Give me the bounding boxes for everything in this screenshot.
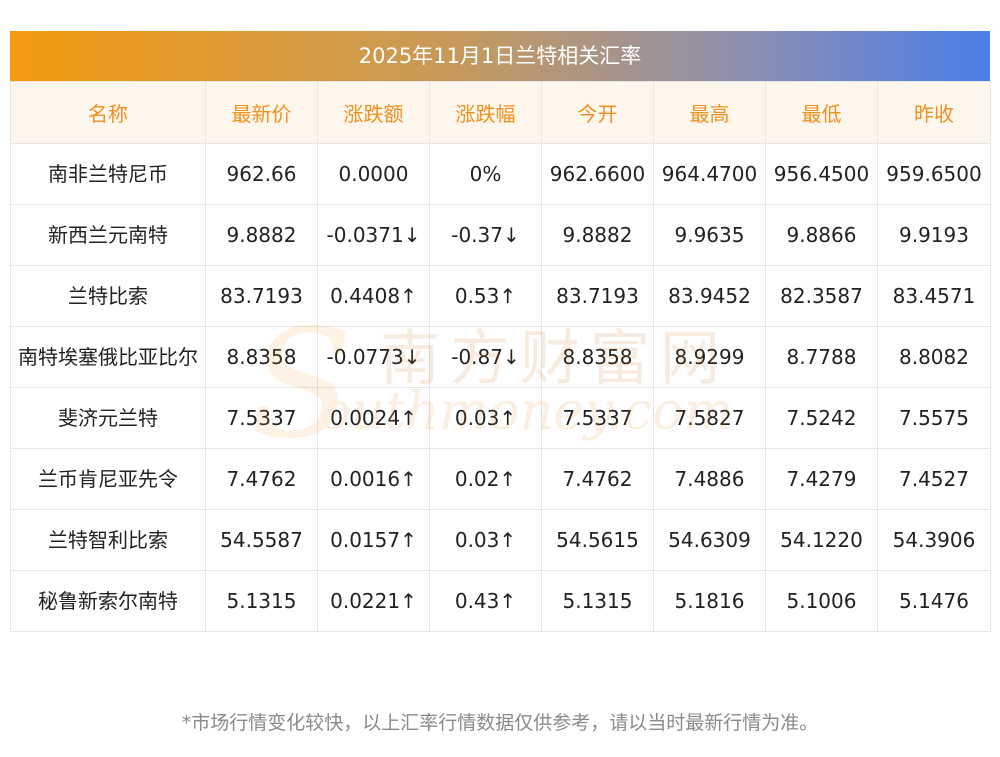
cell-latest: 9.8882 — [205, 204, 318, 266]
cell-open: 962.6600 — [541, 143, 654, 205]
cell-open: 9.8882 — [541, 204, 654, 266]
cell-low: 9.8866 — [765, 204, 878, 266]
cell-latest: 7.5337 — [205, 387, 318, 449]
cell-latest: 7.4762 — [205, 448, 318, 510]
column-header: 涨跌额 — [317, 81, 430, 144]
currency-pair-name: 兰特比索 — [10, 265, 206, 327]
currency-pair-name: 兰币肯尼亚先令 — [10, 448, 206, 510]
table-row: 南非兰特尼币 962.66 0.0000 0% 962.6600 964.4700 956.… — [10, 143, 991, 205]
cell-change: 0.0157↑ — [317, 509, 430, 571]
cell-pct: 0% — [429, 143, 542, 205]
cell-prev: 8.8082 — [877, 326, 991, 388]
cell-pct: 0.03↑ — [429, 387, 542, 449]
cell-pct: 0.02↑ — [429, 448, 542, 510]
cell-high: 9.9635 — [653, 204, 766, 266]
cell-open: 7.4762 — [541, 448, 654, 510]
header-row: 名称 最新价 涨跌额 涨跌幅 今开 最高 最低 昨收 — [10, 81, 991, 144]
cell-pct: 0.53↑ — [429, 265, 542, 327]
cell-low: 956.4500 — [765, 143, 878, 205]
cell-prev: 54.3906 — [877, 509, 991, 571]
column-header: 涨跌幅 — [429, 81, 542, 144]
cell-change: 0.0016↑ — [317, 448, 430, 510]
cell-open: 83.7193 — [541, 265, 654, 327]
cell-low: 82.3587 — [765, 265, 878, 327]
cell-prev: 9.9193 — [877, 204, 991, 266]
currency-pair-name: 南非兰特尼币 — [10, 143, 206, 205]
table-row: 斐济元兰特 7.5337 0.0024↑ 0.03↑ 7.5337 7.5827 7.524… — [10, 387, 991, 449]
cell-prev: 83.4571 — [877, 265, 991, 327]
column-header: 最新价 — [205, 81, 318, 144]
cell-latest: 962.66 — [205, 143, 318, 205]
cell-latest: 54.5587 — [205, 509, 318, 571]
cell-pct: 0.03↑ — [429, 509, 542, 571]
currency-pair-name: 秘鲁新索尔南特 — [10, 570, 206, 632]
cell-low: 54.1220 — [765, 509, 878, 571]
exchange-rate-table: 名称 最新价 涨跌额 涨跌幅 今开 最高 最低 昨收 南非兰特尼币 962.66 0.0000 0%… — [10, 81, 991, 632]
cell-open: 54.5615 — [541, 509, 654, 571]
table-row: 兰币肯尼亚先令 7.4762 0.0016↑ 0.02↑ 7.4762 7.4886 7.4… — [10, 448, 991, 510]
table-title: 2025年11月1日兰特相关汇率 — [10, 31, 990, 81]
cell-pct: -0.37↓ — [429, 204, 542, 266]
cell-open: 5.1315 — [541, 570, 654, 632]
cell-change: -0.0773↓ — [317, 326, 430, 388]
cell-change: 0.4408↑ — [317, 265, 430, 327]
cell-latest: 5.1315 — [205, 570, 318, 632]
column-header: 名称 — [10, 81, 206, 144]
table-row: 兰特比索 83.7193 0.4408↑ 0.53↑ 83.7193 83.9452 82.… — [10, 265, 991, 327]
cell-high: 8.9299 — [653, 326, 766, 388]
currency-pair-name: 新西兰元南特 — [10, 204, 206, 266]
cell-high: 7.5827 — [653, 387, 766, 449]
cell-low: 8.7788 — [765, 326, 878, 388]
cell-prev: 7.4527 — [877, 448, 991, 510]
cell-latest: 8.8358 — [205, 326, 318, 388]
cell-low: 7.5242 — [765, 387, 878, 449]
cell-pct: 0.43↑ — [429, 570, 542, 632]
column-header: 最高 — [653, 81, 766, 144]
currency-pair-name: 南特埃塞俄比亚比尔 — [10, 326, 206, 388]
cell-high: 83.9452 — [653, 265, 766, 327]
cell-latest: 83.7193 — [205, 265, 318, 327]
column-header: 最低 — [765, 81, 878, 144]
cell-prev: 959.6500 — [877, 143, 991, 205]
cell-open: 8.8358 — [541, 326, 654, 388]
table-row: 秘鲁新索尔南特 5.1315 0.0221↑ 0.43↑ 5.1315 5.1816 5.1… — [10, 570, 991, 632]
cell-high: 964.4700 — [653, 143, 766, 205]
cell-change: 0.0000 — [317, 143, 430, 205]
cell-prev: 7.5575 — [877, 387, 991, 449]
disclaimer-note: *市场行情变化较快，以上汇率行情数据仅供参考，请以当时最新行情为准。 — [181, 712, 819, 734]
cell-change: 0.0221↑ — [317, 570, 430, 632]
cell-low: 7.4279 — [765, 448, 878, 510]
cell-change: 0.0024↑ — [317, 387, 430, 449]
column-header: 昨收 — [877, 81, 991, 144]
table-row: 南特埃塞俄比亚比尔 8.8358 -0.0773↓ -0.87↓ 8.8358 8.929… — [10, 326, 991, 388]
table-row: 兰特智利比索 54.5587 0.0157↑ 0.03↑ 54.5615 54.6309 5… — [10, 509, 991, 571]
cell-change: -0.0371↓ — [317, 204, 430, 266]
cell-high: 5.1816 — [653, 570, 766, 632]
currency-pair-name: 斐济元兰特 — [10, 387, 206, 449]
column-header: 今开 — [541, 81, 654, 144]
table-body: 南非兰特尼币 962.66 0.0000 0% 962.6600 964.4700 956.… — [10, 143, 991, 632]
cell-open: 7.5337 — [541, 387, 654, 449]
cell-low: 5.1006 — [765, 570, 878, 632]
cell-high: 7.4886 — [653, 448, 766, 510]
cell-high: 54.6309 — [653, 509, 766, 571]
cell-pct: -0.87↓ — [429, 326, 542, 388]
table-row: 新西兰元南特 9.8882 -0.0371↓ -0.37↓ 9.8882 9.9635 9.… — [10, 204, 991, 266]
currency-pair-name: 兰特智利比索 — [10, 509, 206, 571]
cell-prev: 5.1476 — [877, 570, 991, 632]
